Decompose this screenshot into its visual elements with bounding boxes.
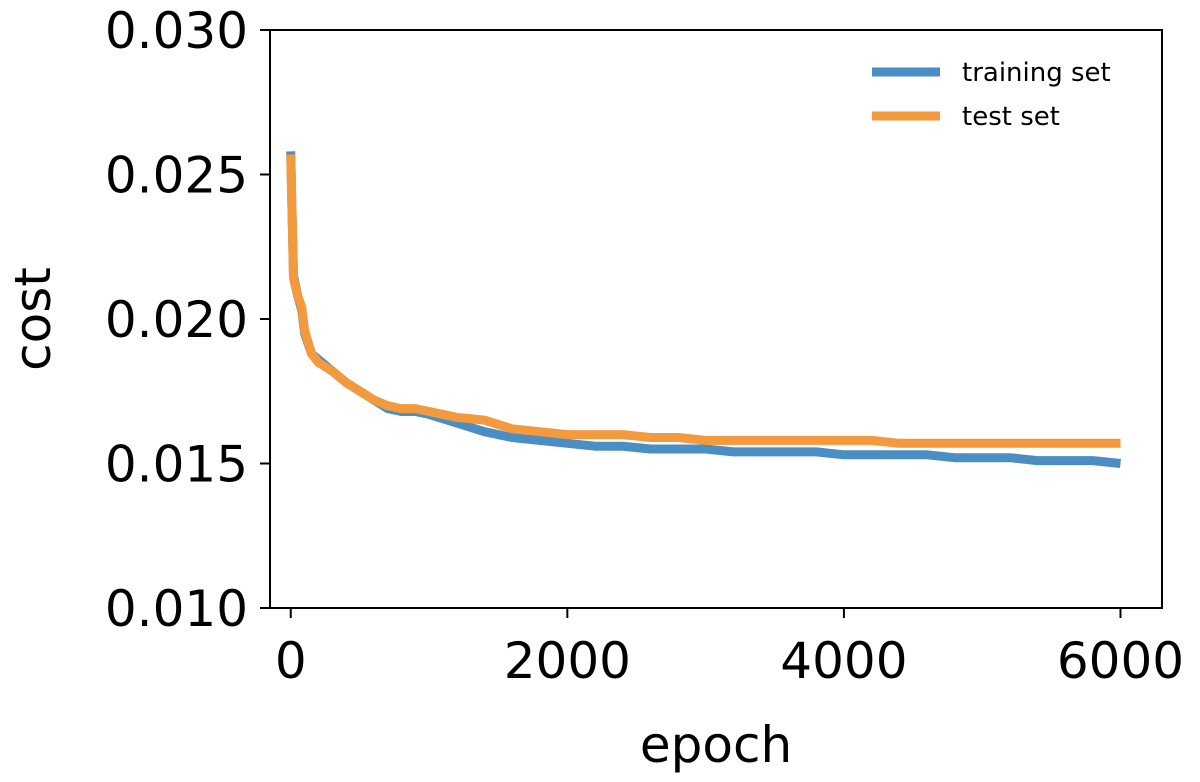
x-axis: 0 2000 4000 6000	[275, 608, 1184, 690]
legend-label: training set	[962, 58, 1111, 88]
y-axis-label: cost	[4, 267, 62, 371]
legend-label: test set	[962, 102, 1060, 132]
x-tick-label: 2000	[504, 632, 631, 690]
legend: training set test set	[872, 58, 1111, 132]
x-tick-label: 0	[275, 632, 307, 690]
series-line-test-set	[286, 154, 1121, 448]
y-tick-label: 0.030	[105, 2, 248, 60]
plot-area	[286, 151, 1121, 468]
series-line-training-set	[286, 151, 1121, 468]
y-tick-label: 0.010	[105, 580, 248, 638]
y-tick-label: 0.020	[105, 291, 248, 349]
y-tick-label: 0.015	[105, 436, 248, 494]
x-axis-label: epoch	[640, 716, 792, 774]
y-axis: 0.010 0.015 0.020 0.025 0.030	[105, 2, 270, 638]
x-tick-label: 4000	[780, 632, 907, 690]
x-tick-label: 6000	[1057, 632, 1184, 690]
y-tick-label: 0.025	[105, 147, 248, 205]
